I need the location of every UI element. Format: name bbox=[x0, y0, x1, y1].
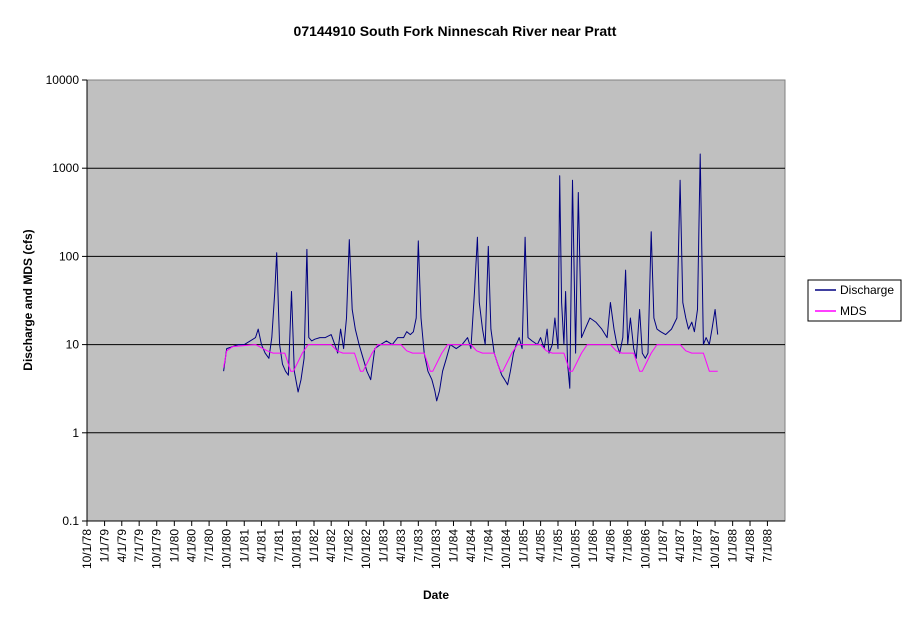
x-tick-label: 10/1/78 bbox=[80, 529, 94, 569]
y-tick-label: 1000 bbox=[52, 161, 79, 175]
x-tick-label: 7/1/86 bbox=[621, 529, 635, 563]
x-tick-label: 7/1/88 bbox=[760, 529, 774, 563]
x-tick-label: 10/1/79 bbox=[150, 529, 164, 569]
x-tick-label: 10/1/86 bbox=[638, 529, 652, 569]
x-tick-label: 4/1/81 bbox=[254, 529, 268, 563]
x-tick-label: 4/1/82 bbox=[324, 529, 338, 563]
x-tick-label: 4/1/87 bbox=[673, 529, 687, 563]
x-tick-label: 1/1/83 bbox=[377, 529, 391, 563]
y-tick-label: 10000 bbox=[46, 73, 80, 87]
x-tick-label: 7/1/80 bbox=[202, 529, 216, 563]
x-tick-label: 10/1/82 bbox=[359, 529, 373, 569]
x-tick-label: 10/1/80 bbox=[220, 529, 234, 569]
x-tick-label: 4/1/86 bbox=[603, 529, 617, 563]
x-tick-label: 10/1/83 bbox=[429, 529, 443, 569]
y-axis-ticks: 0.1 1 10 100 1000 10000 bbox=[46, 73, 87, 528]
x-tick-label: 1/1/81 bbox=[237, 529, 251, 563]
x-axis-ticks: 10/1/78 1/1/79 4/1/79 7/1/79 10/1/79 1/1/80 4/… bbox=[80, 521, 774, 569]
x-tick-label: 4/1/84 bbox=[464, 529, 478, 563]
x-tick-label: 7/1/79 bbox=[132, 529, 146, 563]
x-tick-label: 7/1/87 bbox=[690, 529, 704, 563]
x-tick-label: 1/1/84 bbox=[446, 529, 460, 563]
plot-area bbox=[86, 79, 786, 522]
series-lines bbox=[223, 153, 719, 402]
x-tick-label: 4/1/88 bbox=[743, 529, 757, 563]
y-tick-label: 0.1 bbox=[62, 514, 79, 528]
x-tick-label: 1/1/88 bbox=[726, 529, 740, 563]
x-tick-label: 1/1/82 bbox=[307, 529, 321, 563]
series-line-discharge bbox=[223, 153, 719, 402]
x-tick-label: 4/1/85 bbox=[534, 529, 548, 563]
y-tick-label: 10 bbox=[66, 338, 80, 352]
chart-title: 07144910 South Fork Ninnescah River near… bbox=[294, 23, 617, 39]
x-tick-label: 10/1/85 bbox=[569, 529, 583, 569]
legend-label-mds: MDS bbox=[840, 304, 867, 318]
x-tick-label: 1/1/87 bbox=[656, 529, 670, 563]
x-axis-title: Date bbox=[423, 588, 449, 602]
x-tick-label: 7/1/83 bbox=[411, 529, 425, 563]
y-tick-label: 1 bbox=[72, 426, 79, 440]
legend-label-discharge: Discharge bbox=[840, 283, 894, 297]
x-tick-label: 7/1/81 bbox=[272, 529, 286, 563]
legend: Discharge MDS bbox=[807, 279, 902, 322]
x-tick-label: 4/1/83 bbox=[394, 529, 408, 563]
y-axis-title: Discharge and MDS (cfs) bbox=[21, 229, 35, 370]
series-line-mds bbox=[223, 344, 718, 372]
x-tick-label: 10/1/81 bbox=[289, 529, 303, 569]
x-tick-label: 1/1/80 bbox=[167, 529, 181, 563]
legend-box bbox=[807, 279, 902, 322]
x-tick-label: 4/1/79 bbox=[115, 529, 129, 563]
x-tick-label: 1/1/79 bbox=[98, 529, 112, 563]
x-tick-label: 7/1/82 bbox=[342, 529, 356, 563]
x-tick-label: 10/1/87 bbox=[708, 529, 722, 569]
x-tick-label: 1/1/86 bbox=[586, 529, 600, 563]
y-tick-label: 100 bbox=[59, 249, 79, 263]
x-tick-label: 7/1/85 bbox=[551, 529, 565, 563]
x-tick-label: 1/1/85 bbox=[516, 529, 530, 563]
x-tick-label: 7/1/84 bbox=[481, 529, 495, 563]
x-tick-label: 4/1/80 bbox=[185, 529, 199, 563]
x-tick-label: 10/1/84 bbox=[499, 529, 513, 569]
